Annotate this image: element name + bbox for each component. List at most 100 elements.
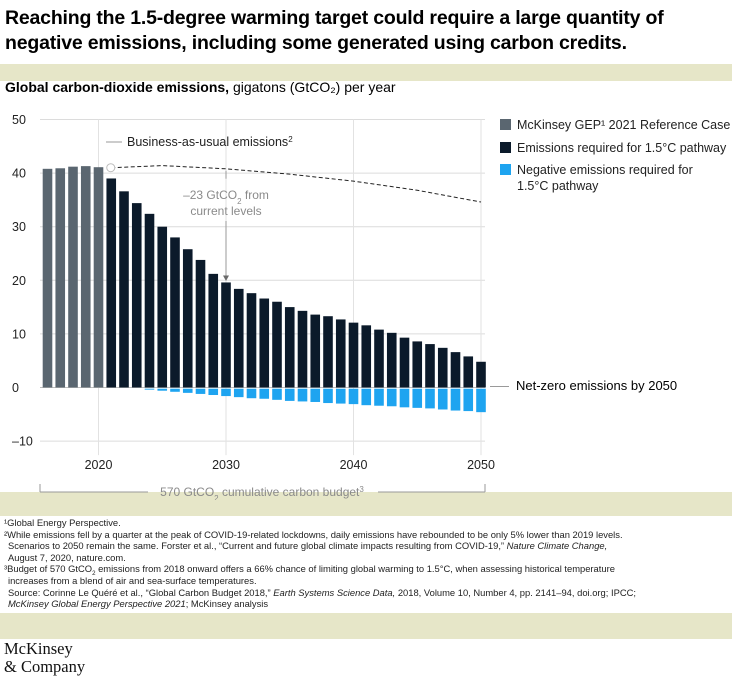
x-tick-label: 2020	[85, 458, 113, 472]
bar-pathway	[425, 344, 435, 388]
footer-band-top	[0, 492, 732, 516]
annotations: Business-as-usual emissions2 –23 GtCO2 f…	[39, 135, 677, 501]
bar-pathway	[386, 332, 397, 388]
subtitle-unit: gigatons (GtCO₂) per year	[232, 79, 396, 95]
bar-negative	[221, 388, 231, 397]
source-1-italic: Earth Systems Science Data,	[273, 586, 396, 598]
x-tick-label: 2030	[212, 458, 240, 472]
bar-reference	[42, 168, 53, 388]
legend-swatch-negative	[500, 164, 511, 175]
y-tick-label: 0	[12, 381, 19, 395]
source-1: Source: Corinne Le Quéré et al., “Global…	[4, 587, 728, 599]
bau-series	[106, 141, 482, 203]
chart-title: Reaching the 1.5-degree warming target c…	[5, 7, 664, 54]
bar-pathway	[170, 237, 180, 388]
footnote-1: ¹Global Energy Perspective.	[4, 517, 121, 528]
x-axis-ticks: 2020 2030 2040 2050	[85, 458, 495, 472]
bar-reference	[55, 168, 66, 388]
bar-pathway	[195, 259, 206, 388]
footer-band-bottom	[0, 613, 732, 639]
reduction-label-line2: current levels	[190, 204, 261, 218]
bar-negative	[310, 388, 321, 402]
bar-pathway	[221, 282, 231, 388]
chart-subtitle: Global carbon-dioxide emissions, gigaton…	[5, 79, 396, 95]
bar-negative	[182, 388, 193, 393]
subtitle-bold: Global carbon-dioxide emissions,	[5, 79, 230, 95]
bar-negative	[144, 388, 155, 390]
bau-label: Business-as-usual emissions2	[127, 135, 293, 150]
budget-rest: cumulative carbon budget	[219, 485, 360, 499]
bar-pathway	[437, 347, 448, 388]
bar-negative	[272, 388, 282, 400]
bar-negative	[425, 388, 435, 409]
bar-pathway	[476, 361, 486, 388]
y-axis-ticks: 50 40 30 20 10 0 –10	[12, 113, 33, 449]
bar-negative	[284, 388, 295, 401]
footnote-3b: increases from a blend of air and sea-su…	[8, 574, 257, 586]
budget-text: 570 GtCO	[160, 485, 214, 499]
bar-pathway	[374, 329, 384, 388]
footnote-3a-pre: ³Budget of 570 GtCO	[4, 563, 93, 575]
budget-sub: 2	[214, 494, 219, 501]
bar-pathway	[182, 249, 193, 388]
bar-pathway	[310, 314, 321, 388]
bar-negative	[476, 388, 486, 413]
footnote-3a: ³Budget of 570 GtCO2 emissions from 2018…	[4, 563, 728, 578]
source-2: McKinsey Global Energy Perspective 2021;…	[4, 598, 728, 610]
bar-pathway	[284, 307, 295, 388]
bar-negative	[157, 388, 168, 391]
bars	[42, 166, 486, 413]
bar-pathway	[106, 178, 117, 388]
bar-reference	[80, 166, 91, 388]
legend-swatch-reference	[500, 119, 511, 130]
bar-negative	[208, 388, 219, 396]
source-1-text: Source: Corinne Le Quéré et al., “Global…	[8, 586, 271, 598]
bar-pathway	[463, 356, 474, 388]
reduction-arrowhead	[223, 275, 229, 281]
bar-negative	[437, 388, 448, 410]
logo-line1: McKinsey	[4, 639, 73, 658]
legend-label-pathway: Emissions required for 1.5°C pathway	[517, 141, 727, 155]
bar-negative	[323, 388, 333, 404]
y-tick-label: 10	[12, 327, 26, 341]
bar-negative	[195, 388, 206, 394]
bar-pathway	[335, 319, 346, 388]
reduction-label-line1: –23 GtCO2 from	[183, 188, 269, 206]
legend-swatch-pathway	[500, 142, 511, 153]
budget-sup: 3	[359, 485, 364, 494]
bar-negative	[374, 388, 384, 406]
footnote-2b-italic: Nature Climate Change,	[506, 540, 608, 552]
bar-negative	[386, 388, 397, 407]
y-tick-label: –10	[12, 435, 33, 449]
bar-negative	[450, 388, 461, 411]
bar-negative	[399, 388, 410, 408]
bar-pathway	[323, 316, 333, 388]
reduction-sub: 2	[237, 197, 242, 206]
bar-pathway	[450, 352, 461, 388]
legend-label-reference: McKinsey GEP¹ 2021 Reference Case	[517, 118, 731, 132]
x-tick-label: 2050	[467, 458, 495, 472]
bar-negative	[335, 388, 346, 404]
bar-pathway	[272, 301, 282, 388]
bau-line	[111, 165, 482, 203]
bar-pathway	[297, 310, 308, 388]
footnote-3a-sub: 2	[92, 570, 96, 578]
bar-negative	[361, 388, 372, 406]
reduction-text-b: from	[242, 188, 269, 202]
bar-pathway	[348, 322, 359, 388]
bar-negative	[412, 388, 423, 408]
source-2-rest: ; McKinsey analysis	[185, 598, 269, 610]
bar-negative	[297, 388, 308, 402]
emissions-chart: 50 40 30 20 10 0 –10 Business-as-usual emissio…	[12, 113, 677, 501]
bar-pathway	[233, 288, 244, 388]
bar-pathway	[361, 325, 372, 388]
bar-pathway	[399, 337, 410, 388]
footnote-2b: Scenarios to 2050 remain the same. Forst…	[4, 540, 728, 552]
bar-negative	[233, 388, 244, 398]
footnotes: ¹Global Energy Perspective. ²While emiss…	[4, 517, 728, 610]
footnote-2b-text: Scenarios to 2050 remain the same. Forst…	[8, 540, 505, 552]
bau-marker	[106, 163, 116, 173]
bar-pathway	[246, 293, 257, 388]
source-2-italic: McKinsey Global Energy Perspective 2021	[8, 598, 186, 610]
bar-pathway	[144, 213, 155, 388]
